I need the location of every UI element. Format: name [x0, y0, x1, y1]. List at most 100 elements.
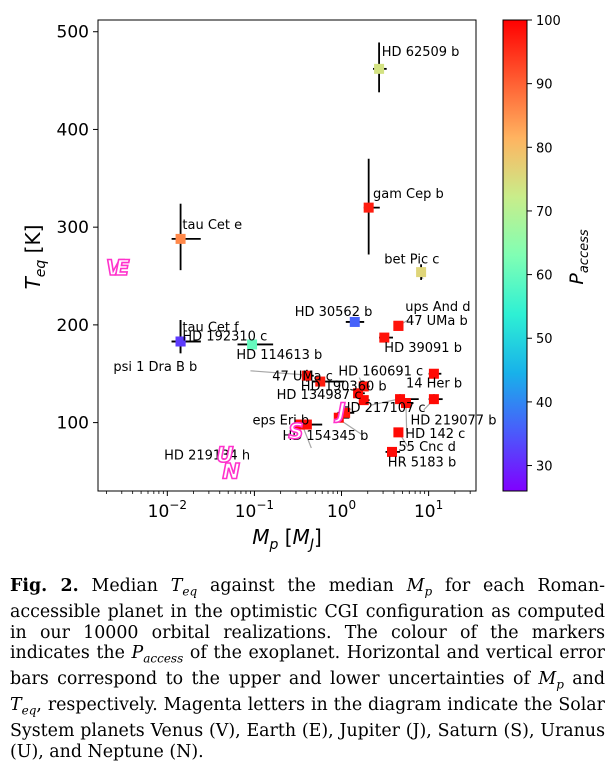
- colorbar-tick-label: 60: [536, 269, 553, 284]
- point-label: HD 154345 b: [282, 429, 368, 444]
- point-label: 14 Her b: [406, 376, 462, 391]
- colorbar-tick-label: 50: [536, 332, 553, 347]
- data-point: [387, 446, 398, 457]
- data-point: [428, 368, 439, 379]
- point-label: HD 219077 b: [411, 414, 497, 429]
- data-point: [301, 370, 312, 381]
- data-point: [358, 395, 369, 406]
- caption-fragment: and: [563, 669, 606, 690]
- caption-text: Median Teq against the median Mp for eac…: [10, 576, 605, 762]
- point-label: bet Pic c: [384, 252, 439, 267]
- caption-fragment: of the exoplanet. Horizontal and vertica…: [10, 643, 605, 690]
- data-point: [393, 427, 404, 438]
- data-point: [379, 332, 390, 343]
- data-point: [175, 336, 186, 347]
- axes: 100 200 300 400 500 10−2 10−1 100 101: [57, 23, 471, 522]
- caption-fragment: p: [424, 584, 433, 599]
- svg-text:Mp [MJ]: Mp [MJ]: [252, 525, 322, 553]
- data-point: [400, 398, 411, 409]
- caption-fragment: , respectively. Magenta letters in the d…: [10, 695, 605, 763]
- point-label: HD 192310 c: [182, 330, 267, 345]
- caption-fragment: M: [406, 576, 425, 596]
- colorbar-ticks: 30 40 50 60 70 80 90 100: [527, 14, 561, 475]
- point-label: HR 5183 b: [388, 456, 456, 471]
- point-label: 55 Cnc d: [398, 440, 456, 455]
- point-label: HD 219134 h: [164, 449, 250, 464]
- scatter-plot: HD 62509 b gam Cep b bet Pic c tau Cet e tau…: [21, 14, 592, 553]
- x-tick-label: 10−1: [235, 498, 274, 522]
- annotation-arrow: [371, 398, 399, 406]
- caption-fragment: M: [538, 669, 557, 690]
- point-label: 47 UMa c: [272, 370, 333, 385]
- data-point: [353, 388, 364, 399]
- point-labels: HD 62509 b gam Cep b bet Pic c tau Cet e tau…: [113, 45, 496, 470]
- colorbar: [502, 19, 528, 492]
- caption-fragment: T: [10, 695, 22, 716]
- caption-fragment: eq: [182, 584, 198, 599]
- data-point: [301, 419, 312, 430]
- point-label: HD 142 c: [405, 427, 465, 442]
- figure-label: Fig. 2.: [10, 576, 79, 596]
- y-tick-label: 500: [57, 23, 89, 43]
- annotation-arrow: [302, 426, 312, 449]
- caption-fragment: eq: [21, 703, 37, 718]
- point-label: 47 UMa b: [406, 314, 468, 329]
- x-axis-label: Mp [MJ]: [252, 525, 322, 553]
- point-label: HD 134987 c: [277, 388, 362, 403]
- point-label: HD 62509 b: [382, 45, 460, 60]
- data-point: [247, 339, 258, 350]
- colorbar-tick-label: 90: [536, 78, 553, 93]
- x-tick-label: 10−2: [148, 498, 187, 522]
- svg-text:Paccess: Paccess: [566, 229, 592, 285]
- caption-fragment: access: [143, 651, 184, 666]
- point-label: HD 160691 c: [338, 365, 423, 380]
- data-point: [315, 376, 326, 387]
- colorbar-tick-label: 100: [536, 14, 561, 29]
- solar-letter-E: E: [115, 256, 130, 280]
- colorbar-label: Paccess: [566, 229, 592, 285]
- figure-caption: Fig. 2. Median Teq against the median Mp…: [10, 576, 605, 763]
- colorbar-tick-label: 70: [536, 205, 553, 220]
- data-point: [349, 316, 360, 327]
- point-label: ups And d: [405, 300, 470, 315]
- solar-letter-S: S: [288, 419, 303, 443]
- data-point: [175, 233, 186, 244]
- data-point: [363, 202, 374, 213]
- data-points: [175, 63, 439, 457]
- caption-fragment: T: [170, 576, 183, 596]
- colorbar-tick-label: 80: [536, 141, 553, 156]
- point-label: tau Cet f: [182, 321, 239, 336]
- annotation-arrow: [405, 405, 408, 432]
- point-label: HD 190360 b: [301, 379, 387, 394]
- solar-letter-V: V: [106, 256, 124, 280]
- y-axis-label: Teq [K]: [21, 225, 49, 290]
- data-point: [294, 419, 305, 430]
- point-label: HD 30562 b: [295, 305, 373, 320]
- colorbar-tick-label: 30: [536, 460, 553, 475]
- x-tick-label: 101: [414, 498, 443, 522]
- plot-frame: [97, 19, 477, 492]
- point-label: HD 114613 b: [236, 348, 322, 363]
- data-point: [395, 394, 406, 405]
- x-tick-label: 100: [327, 498, 356, 522]
- caption-fragment: p: [556, 677, 564, 692]
- y-tick-label: 400: [57, 120, 89, 140]
- y-tick-label: 100: [57, 414, 89, 434]
- data-point: [340, 407, 351, 418]
- y-tick-label: 300: [57, 218, 89, 238]
- point-label: HD 217107 c: [341, 401, 426, 416]
- caption-fragment: P: [131, 643, 144, 664]
- annotation-arrow: [250, 370, 303, 376]
- data-point: [393, 320, 404, 331]
- caption-fragment: against the median: [197, 576, 407, 596]
- data-point: [333, 412, 344, 423]
- data-point: [428, 394, 439, 405]
- colorbar-tick-label: 40: [536, 396, 553, 411]
- data-point: [358, 381, 369, 392]
- point-label: gam Cep b: [373, 187, 444, 202]
- data-point: [374, 63, 385, 74]
- point-label: tau Cet e: [182, 218, 242, 233]
- solar-letter-U: U: [217, 443, 234, 467]
- caption-fragment: Median: [78, 576, 171, 596]
